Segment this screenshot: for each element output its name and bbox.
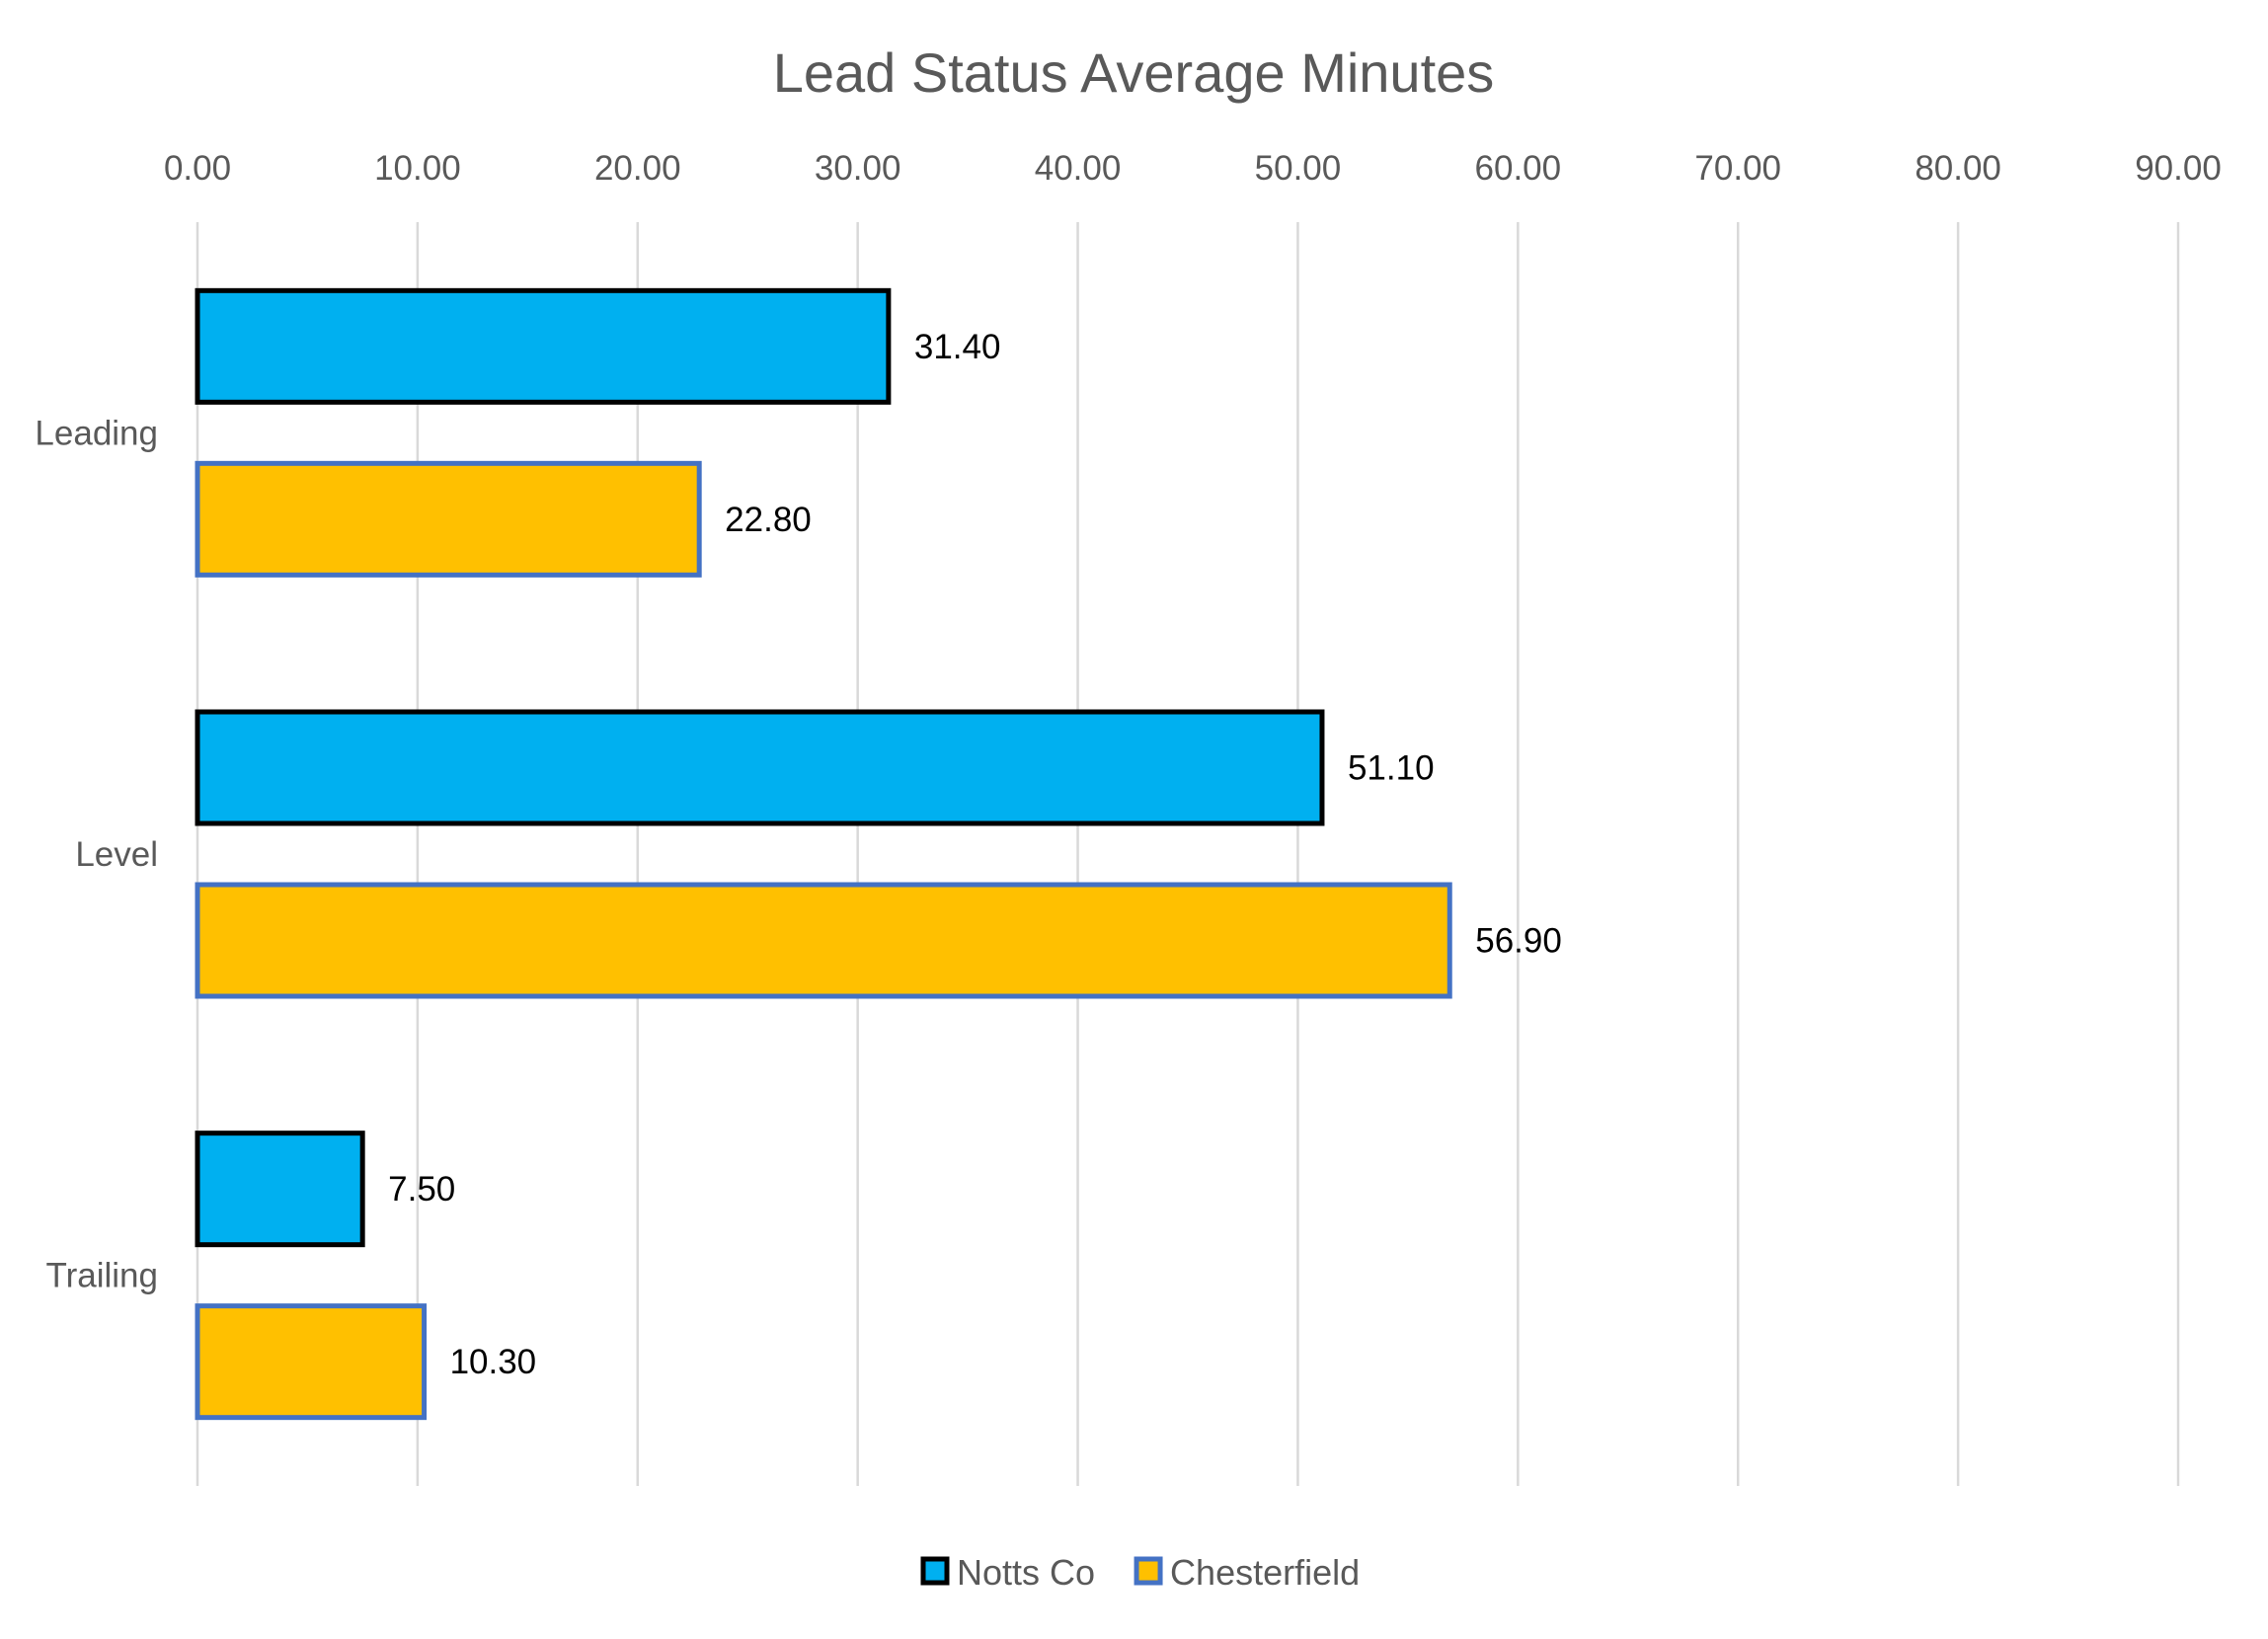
bar [195,709,1325,826]
category-label: Trailing [46,1257,158,1295]
bar [195,1303,428,1421]
legend-swatch [920,1556,950,1586]
legend: Notts Co Chesterfield [920,1552,1360,1593]
data-label: 56.90 [1475,922,1562,961]
data-label: 7.50 [388,1170,455,1209]
legend-swatch [1134,1556,1163,1586]
data-label: 51.10 [1348,749,1435,788]
x-axis-ticks: 0.00 10.00 20.00 30.00 40.00 50.00 60.00 70.00 8… [164,149,2222,188]
data-label: 22.80 [725,501,812,539]
bar [195,1131,365,1248]
x-tick-label: 90.00 [2135,149,2222,188]
data-label: 10.30 [450,1343,537,1381]
x-tick-label: 0.00 [164,149,231,188]
x-tick-label: 10.00 [374,149,461,188]
category-label: Leading [35,414,158,452]
x-tick-label: 60.00 [1475,149,1562,188]
category-labels: Leading Level Trailing [35,414,158,1294]
bar [195,460,702,578]
x-tick-label: 20.00 [594,149,681,188]
legend-label: Chesterfield [1170,1552,1360,1593]
x-tick-label: 40.00 [1035,149,1122,188]
bar [195,882,1452,999]
chart-title: Lead Status Average Minutes [773,41,1495,104]
legend-label: Notts Co [957,1552,1095,1593]
x-tick-label: 70.00 [1694,149,1781,188]
x-tick-label: 30.00 [815,149,901,188]
data-labels: 31.40 22.80 51.10 56.90 7.50 10.30 [388,328,1562,1381]
data-label: 31.40 [914,328,1001,366]
gridlines [196,222,2180,1486]
category-label: Level [75,835,158,874]
x-tick-label: 50.00 [1255,149,1342,188]
x-tick-label: 80.00 [1915,149,2001,188]
bars [195,287,1452,1421]
bar [195,287,892,405]
